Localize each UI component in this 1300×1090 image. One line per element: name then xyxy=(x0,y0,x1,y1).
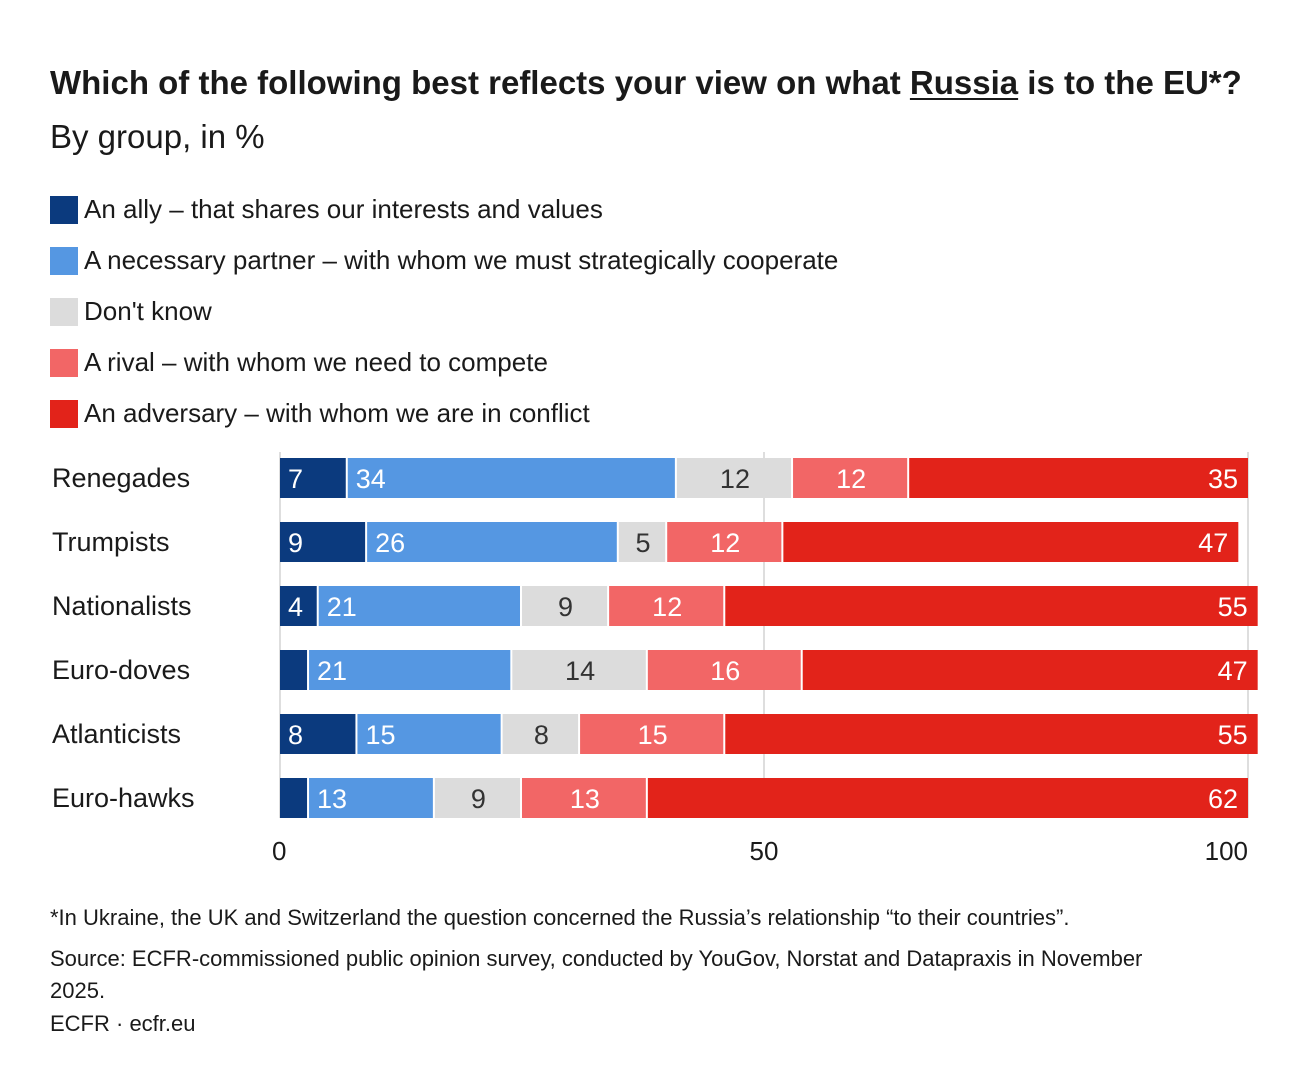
bar-nationalists-s1 xyxy=(318,586,520,626)
data-label-euro-doves-s2: 14 xyxy=(565,656,595,686)
footnote: *In Ukraine, the UK and Switzerland the … xyxy=(50,905,1070,930)
bar-euro-doves-s1 xyxy=(309,650,511,690)
data-label-renegades-s3: 12 xyxy=(836,464,866,494)
data-label-euro-doves-s4: 47 xyxy=(1218,656,1248,686)
bar-euro-doves-s3 xyxy=(647,650,801,690)
legend-swatch-rival xyxy=(50,348,78,377)
x-tick-label-50: 50 xyxy=(750,836,779,866)
bar-euro-hawks-s0 xyxy=(280,778,308,818)
x-tick-label-100: 100 xyxy=(1205,836,1248,866)
chart-title: Which of the following best reflects you… xyxy=(50,56,1250,164)
chart-subtitle: By group, in % xyxy=(50,118,265,155)
data-label-nationalists-s4: 55 xyxy=(1218,592,1248,622)
credit: ECFR · ecfr.eu xyxy=(50,1011,196,1036)
bar-euro-hawks-s4 xyxy=(647,778,1248,818)
legend-swatch-adversary xyxy=(50,399,78,428)
data-label-renegades-s1: 34 xyxy=(356,464,386,494)
data-label-atlanticists-s0: 8 xyxy=(288,720,303,750)
data-label-atlanticists-s4: 55 xyxy=(1218,720,1248,750)
data-label-nationalists-s3: 12 xyxy=(652,592,682,622)
data-label-trumpists-s3: 12 xyxy=(710,528,740,558)
legend-item-dont-know: Don't know xyxy=(50,286,838,337)
category-label-nationalists: Nationalists xyxy=(52,591,192,621)
bar-renegades-s4 xyxy=(909,458,1248,498)
data-label-euro-hawks-s2: 9 xyxy=(471,784,486,814)
data-label-nationalists-s0: 4 xyxy=(288,592,303,622)
bar-nationalists-s4 xyxy=(725,586,1258,626)
category-label-euro-doves: Euro-doves xyxy=(52,655,190,685)
source-note: Source: ECFR-commissioned public opinion… xyxy=(50,946,1143,1003)
data-label-atlanticists-s3: 15 xyxy=(638,720,668,750)
data-label-euro-doves-s3: 16 xyxy=(710,656,740,686)
bar-nationalists-s2 xyxy=(522,586,608,626)
bar-atlanticists-s4 xyxy=(725,714,1258,754)
bar-trumpists-s3 xyxy=(667,522,782,562)
category-label-trumpists: Trumpists xyxy=(52,527,170,557)
bar-euro-hawks-s3 xyxy=(522,778,646,818)
data-label-renegades-s0: 7 xyxy=(288,464,303,494)
bar-euro-doves-s4 xyxy=(802,650,1258,690)
bar-nationalists-s0 xyxy=(280,586,317,626)
bar-trumpists-s1 xyxy=(367,522,617,562)
data-label-trumpists-s4: 47 xyxy=(1198,528,1228,558)
data-label-nationalists-s1: 21 xyxy=(327,592,357,622)
title-russia: Russia xyxy=(909,64,1019,101)
legend-swatch-dont-know xyxy=(50,297,78,326)
bar-euro-hawks-s1 xyxy=(309,778,433,818)
data-label-atlanticists-s2: 8 xyxy=(534,720,549,750)
bar-trumpists-s4 xyxy=(783,522,1239,562)
x-tick-label-0: 0 xyxy=(272,836,286,866)
legend-item-rival: A rival – with whom we need to compete xyxy=(50,337,838,388)
legend-swatch-partner xyxy=(50,246,78,275)
title-text-before: Which of the following best reflects you… xyxy=(50,64,910,101)
bar-euro-hawks-s2 xyxy=(434,778,520,818)
data-label-renegades-s2: 12 xyxy=(720,464,750,494)
legend-label-rival: A rival – with whom we need to compete xyxy=(84,347,548,377)
category-label-renegades: Renegades xyxy=(52,463,190,493)
data-label-trumpists-s0: 9 xyxy=(288,528,303,558)
data-label-atlanticists-s1: 15 xyxy=(365,720,395,750)
data-label-nationalists-s2: 9 xyxy=(558,592,573,622)
data-label-euro-hawks-s4: 62 xyxy=(1208,784,1238,814)
data-label-euro-doves-s1: 21 xyxy=(317,656,347,686)
data-label-euro-hawks-s3: 13 xyxy=(570,784,600,814)
data-label-euro-hawks-s1: 13 xyxy=(317,784,347,814)
bar-renegades-s1 xyxy=(347,458,675,498)
category-label-euro-hawks: Euro-hawks xyxy=(52,783,195,813)
data-label-trumpists-s2: 5 xyxy=(635,528,650,558)
legend-item-adversary: An adversary – with whom we are in confl… xyxy=(50,388,838,439)
legend-label-dont-know: Don't know xyxy=(84,296,212,326)
bar-nationalists-s3 xyxy=(609,586,724,626)
legend-label-ally: An ally – that shares our interests and … xyxy=(84,194,603,224)
bar-euro-doves-s2 xyxy=(512,650,646,690)
data-label-renegades-s4: 35 xyxy=(1208,464,1238,494)
bar-atlanticists-s3 xyxy=(580,714,724,754)
bar-renegades-s2 xyxy=(676,458,792,498)
title-text-after: is to the EU*? xyxy=(1018,64,1242,101)
legend-label-partner: A necessary partner – with whom we must … xyxy=(84,245,839,275)
bar-atlanticists-s2 xyxy=(502,714,579,754)
bar-renegades-s3 xyxy=(793,458,908,498)
category-label-atlanticists: Atlanticists xyxy=(52,719,181,749)
legend-swatch-ally xyxy=(50,195,78,224)
bar-trumpists-s2 xyxy=(618,522,666,562)
legend-item-partner: A necessary partner – with whom we must … xyxy=(50,235,838,286)
data-label-trumpists-s1: 26 xyxy=(375,528,405,558)
bar-renegades-s0 xyxy=(280,458,346,498)
legend-label-adversary: An adversary – with whom we are in confl… xyxy=(84,398,590,428)
bar-atlanticists-s0 xyxy=(280,714,356,754)
bar-euro-doves-s0 xyxy=(280,650,308,690)
legend-item-ally: An ally – that shares our interests and … xyxy=(50,184,838,235)
legend: An ally – that shares our interests and … xyxy=(50,184,838,439)
bar-trumpists-s0 xyxy=(280,522,366,562)
bar-atlanticists-s1 xyxy=(357,714,501,754)
